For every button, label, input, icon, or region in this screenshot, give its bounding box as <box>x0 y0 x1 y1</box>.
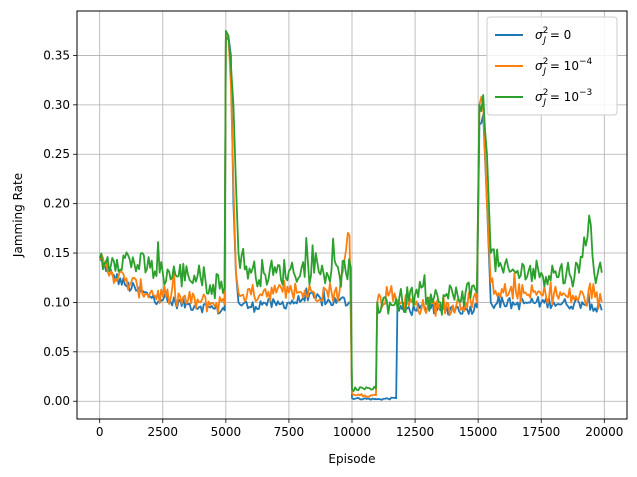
legend-label: σ2 J = 10−3 <box>535 88 592 108</box>
y-tick-label: 0.15 <box>43 246 70 260</box>
series-line <box>98 29 603 392</box>
x-tick-label: 7500 <box>274 425 305 439</box>
y-tick-label: 0.35 <box>43 48 70 62</box>
series-line <box>98 34 603 398</box>
y-tick-label: 0.05 <box>43 345 70 359</box>
x-tick-label: 15000 <box>459 425 497 439</box>
x-tick-label: 2500 <box>148 425 179 439</box>
x-tick-label: 0 <box>96 425 104 439</box>
x-tick-label: 12500 <box>396 425 434 439</box>
legend: σ2 J = 0 σ2 J = 10−4 σ2 J = 10−3 <box>486 16 618 116</box>
y-tick-label: 0.10 <box>43 295 70 309</box>
x-axis-label: Episode <box>328 452 375 466</box>
y-tick-label: 0.30 <box>43 98 70 112</box>
x-axis: 0 2500 5000 7500 10000 12500 15000 17500 20000 <box>96 419 623 439</box>
x-tick-label: 20000 <box>585 425 623 439</box>
y-axis: 0.00 0.05 0.10 0.15 0.20 0.25 0.30 0.35 <box>43 48 77 408</box>
x-tick-label: 5000 <box>211 425 242 439</box>
plot-area <box>98 29 603 401</box>
y-tick-label: 0.20 <box>43 197 70 211</box>
legend-label: σ2 J = 0 <box>535 26 571 46</box>
legend-box <box>486 16 618 116</box>
legend-label: σ2 J = 10−4 <box>535 57 592 77</box>
y-tick-label: 0.00 <box>43 394 70 408</box>
x-tick-label: 10000 <box>333 425 371 439</box>
y-tick-label: 0.25 <box>43 147 70 161</box>
axes-frame <box>76 10 628 420</box>
x-tick-label: 17500 <box>522 425 560 439</box>
y-axis-label: Jamming Rate <box>11 173 25 258</box>
